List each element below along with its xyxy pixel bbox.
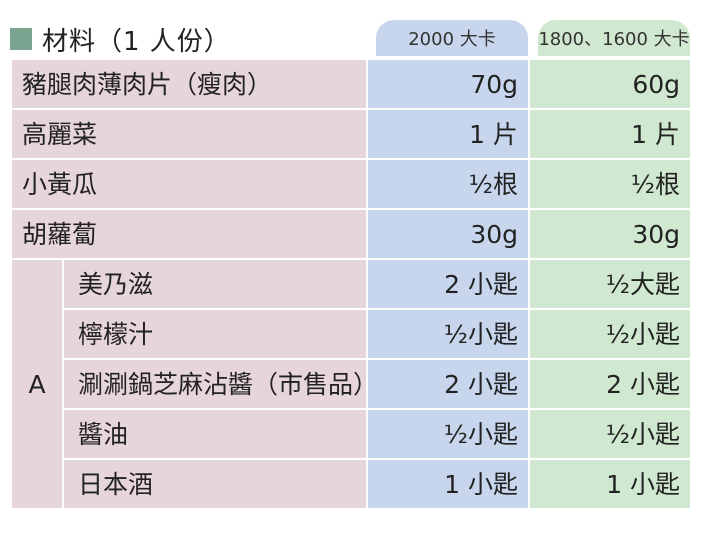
group-a-amount-1800-1600-kcal: ½小匙 xyxy=(528,308,693,360)
table-row: 胡蘿蔔 30g 30g xyxy=(9,208,693,260)
table-row: 醬油 ½小匙 ½小匙 xyxy=(11,408,693,460)
group-a-amount-2000-kcal: 2 小匙 xyxy=(366,358,531,410)
group-a-amount-1800-1600-kcal: ½小匙 xyxy=(528,408,693,460)
group-a-amount-2000-kcal: 1 小匙 xyxy=(366,458,531,510)
ingredients-title: 材料（1 人份） xyxy=(10,22,231,57)
group-a-ingredient-name: 日本酒 xyxy=(61,458,369,510)
group-a-amount-1800-1600-kcal: 2 小匙 xyxy=(528,358,693,410)
ingredient-name: 胡蘿蔔 xyxy=(9,208,369,260)
ingredient-name: 小黃瓜 xyxy=(9,158,369,210)
group-a-ingredient-name: 美乃滋 xyxy=(61,258,369,310)
group-a-amount-1800-1600-kcal: ½大匙 xyxy=(528,258,693,310)
group-a-ingredient-name: 檸檬汁 xyxy=(61,308,369,360)
amount-1800-1600-kcal: 30g xyxy=(528,208,693,260)
column-header-1800-1600-kcal-label: 1800、1600 大卡 xyxy=(538,29,690,50)
table-row: 檸檬汁 ½小匙 ½小匙 xyxy=(11,308,693,360)
title-marker-square xyxy=(10,28,32,50)
amount-1800-1600-kcal: 60g xyxy=(528,58,693,110)
table-row: 小黃瓜 ½根 ½根 xyxy=(9,158,693,210)
group-a-amount-1800-1600-kcal: 1 小匙 xyxy=(528,458,693,510)
group-a-amount-2000-kcal: ½小匙 xyxy=(366,308,531,360)
group-a-amount-2000-kcal: ½小匙 xyxy=(366,408,531,460)
group-a-label: A xyxy=(10,258,64,510)
amount-1800-1600-kcal: 1 片 xyxy=(528,108,693,160)
table-row: 豬腿肉薄肉片（瘦肉） 70g 60g xyxy=(9,58,693,110)
table-row: A 美乃滋 2 小匙 ½大匙 xyxy=(10,258,693,510)
ingredients-title-text: 材料（1 人份） xyxy=(42,26,231,57)
column-header-1800-1600-kcal: 1800、1600 大卡 xyxy=(538,20,690,58)
table-row: 涮涮鍋芝麻沾醬（市售品） 2 小匙 2 小匙 xyxy=(11,358,693,410)
table-row: 日本酒 1 小匙 1 小匙 xyxy=(11,458,693,510)
group-a-ingredient-name: 涮涮鍋芝麻沾醬（市售品） xyxy=(61,358,378,410)
ingredients-header: 材料（1 人份） 2000 大卡 1800、1600 大卡 xyxy=(10,20,690,58)
ingredient-name: 豬腿肉薄肉片（瘦肉） xyxy=(9,58,369,110)
column-header-2000-kcal: 2000 大卡 xyxy=(376,20,528,58)
amount-2000-kcal: 1 片 xyxy=(366,108,531,160)
amount-2000-kcal: 70g xyxy=(366,58,531,110)
group-a-ingredient-name: 醬油 xyxy=(61,408,369,460)
group-a-amount-2000-kcal: 2 小匙 xyxy=(366,258,531,310)
ingredients-table: 豬腿肉薄肉片（瘦肉） 70g 60g 高麗菜 1 片 1 片 小黃瓜 ½根 ½根… xyxy=(9,58,693,510)
ingredient-name: 高麗菜 xyxy=(9,108,369,160)
table-row: 高麗菜 1 片 1 片 xyxy=(9,108,693,160)
column-header-2000-kcal-label: 2000 大卡 xyxy=(408,29,496,50)
amount-2000-kcal: ½根 xyxy=(366,158,531,210)
amount-1800-1600-kcal: ½根 xyxy=(528,158,693,210)
amount-2000-kcal: 30g xyxy=(366,208,531,260)
